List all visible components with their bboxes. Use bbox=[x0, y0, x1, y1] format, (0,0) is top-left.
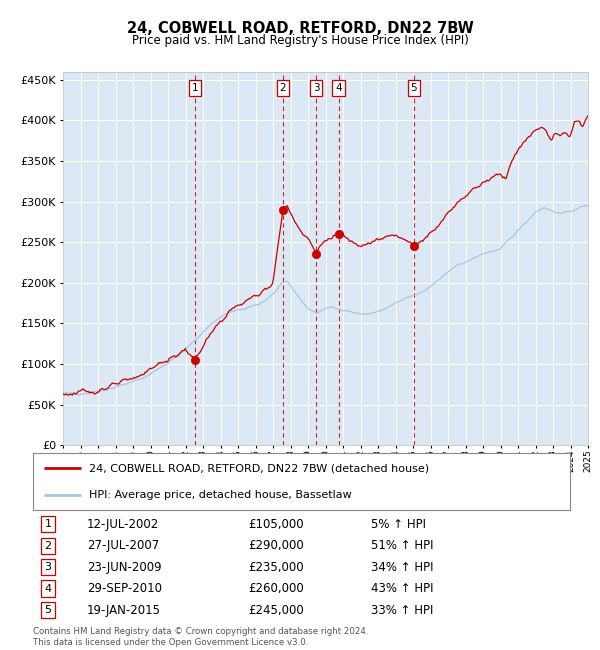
Text: 34% ↑ HPI: 34% ↑ HPI bbox=[371, 560, 434, 574]
Text: 29-SEP-2010: 29-SEP-2010 bbox=[87, 582, 162, 595]
Text: 3: 3 bbox=[44, 562, 52, 572]
Text: 27-JUL-2007: 27-JUL-2007 bbox=[87, 540, 159, 552]
Text: £235,000: £235,000 bbox=[248, 560, 304, 574]
Text: 4: 4 bbox=[44, 584, 52, 593]
Text: 19-JAN-2015: 19-JAN-2015 bbox=[87, 603, 161, 616]
Text: £105,000: £105,000 bbox=[248, 517, 304, 530]
Text: £290,000: £290,000 bbox=[248, 540, 304, 552]
Text: 24, COBWELL ROAD, RETFORD, DN22 7BW: 24, COBWELL ROAD, RETFORD, DN22 7BW bbox=[127, 21, 473, 36]
Text: 24, COBWELL ROAD, RETFORD, DN22 7BW (detached house): 24, COBWELL ROAD, RETFORD, DN22 7BW (det… bbox=[89, 463, 430, 473]
Text: 2: 2 bbox=[44, 541, 52, 551]
Text: Price paid vs. HM Land Registry's House Price Index (HPI): Price paid vs. HM Land Registry's House … bbox=[131, 34, 469, 47]
Text: 5: 5 bbox=[410, 83, 417, 94]
Text: 3: 3 bbox=[313, 83, 320, 94]
Text: 43% ↑ HPI: 43% ↑ HPI bbox=[371, 582, 434, 595]
Text: 23-JUN-2009: 23-JUN-2009 bbox=[87, 560, 161, 574]
Text: 1: 1 bbox=[191, 83, 198, 94]
Text: 5: 5 bbox=[44, 605, 52, 615]
Text: 51% ↑ HPI: 51% ↑ HPI bbox=[371, 540, 434, 552]
Text: 2: 2 bbox=[280, 83, 286, 94]
Text: £260,000: £260,000 bbox=[248, 582, 304, 595]
Text: 4: 4 bbox=[335, 83, 342, 94]
Text: 1: 1 bbox=[44, 519, 52, 529]
Text: 12-JUL-2002: 12-JUL-2002 bbox=[87, 517, 159, 530]
Text: 5% ↑ HPI: 5% ↑ HPI bbox=[371, 517, 427, 530]
Text: HPI: Average price, detached house, Bassetlaw: HPI: Average price, detached house, Bass… bbox=[89, 490, 352, 500]
Text: Contains HM Land Registry data © Crown copyright and database right 2024.
This d: Contains HM Land Registry data © Crown c… bbox=[33, 627, 368, 647]
Text: 33% ↑ HPI: 33% ↑ HPI bbox=[371, 603, 434, 616]
Text: £245,000: £245,000 bbox=[248, 603, 304, 616]
